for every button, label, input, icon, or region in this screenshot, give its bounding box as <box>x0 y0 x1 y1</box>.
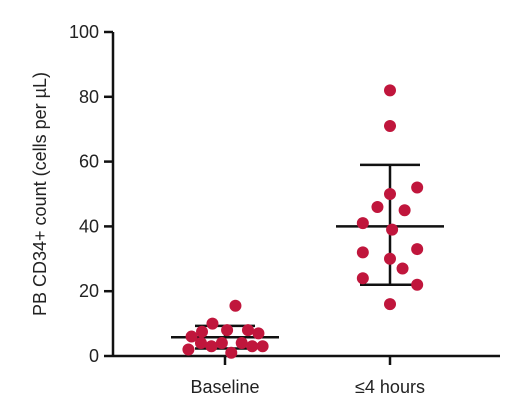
data-point <box>384 252 396 265</box>
data-point <box>384 188 396 200</box>
data-point <box>396 262 409 275</box>
data-point <box>386 223 399 236</box>
data-point <box>411 243 424 256</box>
y-ticks: 0 20 40 60 80 100 <box>69 22 113 366</box>
axes <box>111 32 500 358</box>
x-category-label: Baseline <box>190 377 259 397</box>
data-point <box>356 246 369 259</box>
data-point <box>196 325 209 338</box>
data-point <box>225 346 238 359</box>
y-axis-label: PB CD34+ count (cells per µL) <box>30 72 50 316</box>
data-point <box>206 317 219 330</box>
x-category-label: ≤4 hours <box>355 377 425 397</box>
data-point <box>398 204 411 217</box>
data-point <box>229 299 242 312</box>
data-point <box>246 340 259 353</box>
data-point <box>256 340 269 353</box>
data-point <box>194 337 207 350</box>
y-tick-label: 40 <box>79 216 99 236</box>
y-tick-label: 100 <box>69 22 99 42</box>
data-points <box>182 84 424 359</box>
data-point <box>182 343 195 356</box>
data-point <box>356 217 369 230</box>
data-point <box>252 327 265 340</box>
y-tick-label: 20 <box>79 281 99 301</box>
data-point <box>235 337 248 350</box>
data-point <box>215 337 228 350</box>
data-point <box>411 278 424 291</box>
data-point <box>221 324 234 337</box>
data-point <box>384 298 396 311</box>
x-category-labels: Baseline ≤4 hours <box>190 356 425 397</box>
y-tick-label: 60 <box>79 152 99 172</box>
data-point <box>185 330 198 343</box>
y-tick-label: 0 <box>89 346 99 366</box>
data-point <box>356 272 369 285</box>
data-point <box>384 84 396 97</box>
data-point <box>241 324 254 337</box>
data-point <box>205 340 218 353</box>
data-point <box>371 200 384 213</box>
data-point <box>411 181 424 194</box>
data-point <box>384 119 396 132</box>
y-tick-label: 80 <box>79 87 99 107</box>
